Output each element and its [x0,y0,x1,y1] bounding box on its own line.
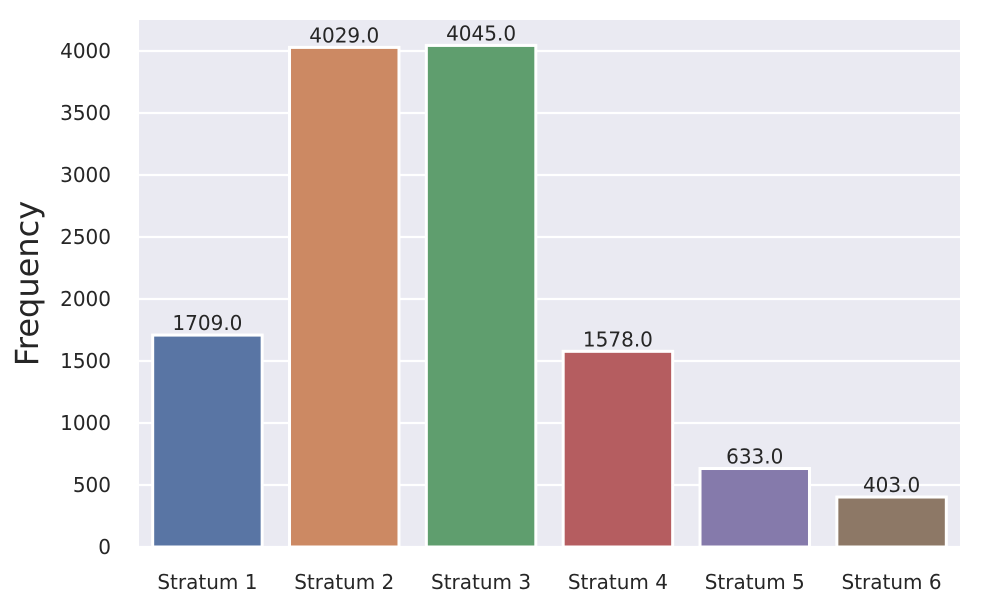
y-tick-label: 4000 [60,39,111,63]
y-tick-label: 3000 [60,163,111,187]
bar-value-label: 633.0 [726,445,783,469]
plot-background [139,20,960,547]
y-tick-label: 1000 [60,411,111,435]
bar-stratum-3 [424,43,538,549]
bar-stratum-2 [288,45,401,549]
x-tick-label: Stratum 5 [705,570,805,594]
bar-stratum-5 [698,467,811,549]
x-tick-labels-layer: Stratum 1 Stratum 2 Stratum 3 Stratum 4 Stra… [157,570,941,594]
bar-value-label: 4029.0 [309,23,379,47]
y-tick-labels-layer: 0 500 1000 1500 2000 2500 3000 3500 4000 [60,39,111,559]
x-tick-label: Stratum 2 [294,570,394,594]
bar-value-label: 1709.0 [172,311,242,335]
x-tick-label: Stratum 4 [568,570,668,594]
y-tick-label: 500 [73,473,111,497]
y-tick-label: 1500 [60,349,111,373]
bar-value-label: 403.0 [863,473,920,497]
bar-stratum-1 [151,333,264,549]
value-labels-layer: 1709.0 4029.0 4045.0 1578.0 633.0 403.0 [172,21,920,497]
bar-value-label: 1578.0 [583,327,653,351]
y-tick-label: 3500 [60,101,111,125]
x-tick-label: Stratum 1 [157,570,257,594]
x-tick-label: Stratum 3 [431,570,531,594]
bars-layer [151,43,948,549]
x-tick-label: Stratum 6 [842,570,942,594]
bar-stratum-4 [561,349,675,549]
bar-value-label: 4045.0 [446,21,516,45]
y-axis-title: Frequency [8,201,46,366]
grid-layer [139,49,960,549]
bar-stratum-6 [835,495,948,549]
y-tick-label: 0 [98,535,111,559]
y-tick-label: 2000 [60,287,111,311]
y-tick-label: 2500 [60,225,111,249]
